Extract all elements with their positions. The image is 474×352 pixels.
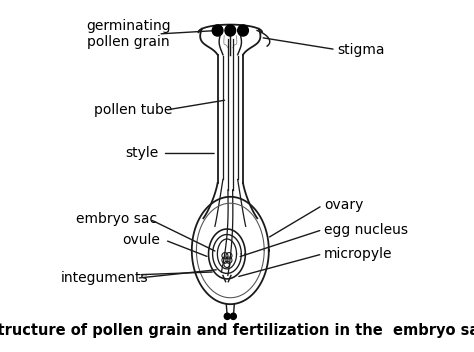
- Circle shape: [225, 25, 236, 36]
- Text: ovary: ovary: [324, 199, 364, 213]
- Circle shape: [237, 25, 248, 36]
- Text: embryo sac: embryo sac: [76, 212, 157, 226]
- Text: pollen tube: pollen tube: [94, 103, 173, 117]
- Text: micropyle: micropyle: [324, 247, 392, 261]
- Text: stigma: stigma: [337, 43, 385, 57]
- Circle shape: [224, 313, 230, 319]
- Text: integuments: integuments: [61, 271, 148, 285]
- Text: style: style: [125, 146, 158, 161]
- Circle shape: [230, 313, 237, 319]
- Text: Structure of pollen grain and fertilization in the  embryo sac: Structure of pollen grain and fertilizat…: [0, 323, 474, 338]
- Text: egg nucleus: egg nucleus: [324, 223, 408, 237]
- Circle shape: [212, 25, 223, 36]
- Text: ovule: ovule: [123, 233, 161, 247]
- Text: germinating
pollen grain: germinating pollen grain: [86, 19, 171, 49]
